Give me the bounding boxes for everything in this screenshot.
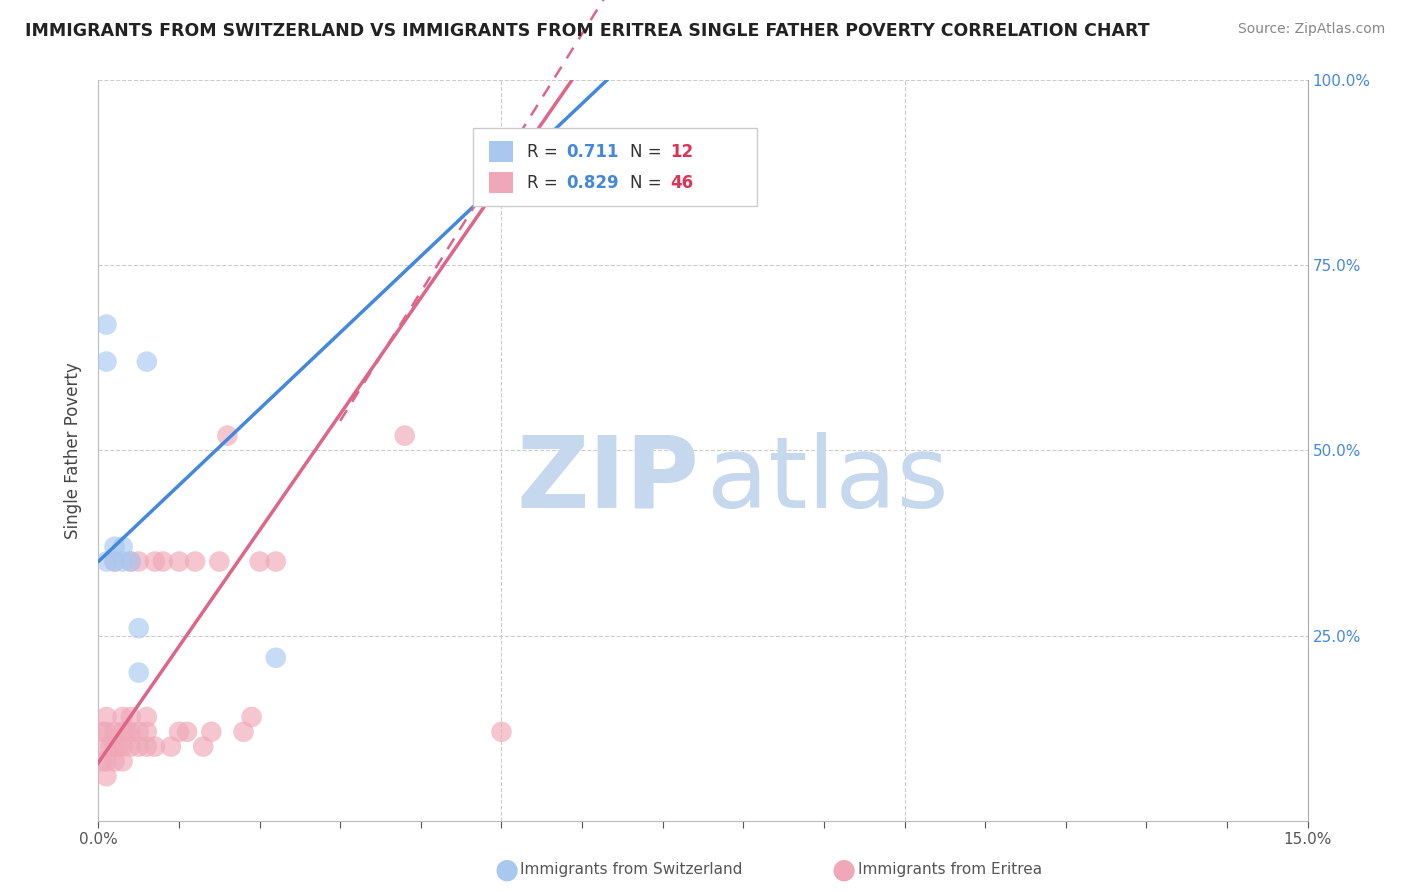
Point xyxy=(135,724,157,739)
Point xyxy=(96,769,118,783)
Point xyxy=(103,555,125,569)
Point xyxy=(100,739,122,754)
Point xyxy=(240,710,263,724)
Point xyxy=(103,555,125,569)
Point xyxy=(103,755,125,769)
Point xyxy=(120,739,142,754)
Text: 46: 46 xyxy=(669,174,693,192)
Point xyxy=(264,555,287,569)
Point xyxy=(491,724,513,739)
Point xyxy=(111,739,134,754)
Point xyxy=(184,555,207,569)
Point xyxy=(96,739,118,754)
Point xyxy=(96,354,118,368)
Point xyxy=(128,665,150,680)
Y-axis label: Single Father Poverty: Single Father Poverty xyxy=(65,362,83,539)
Point xyxy=(111,724,134,739)
Point xyxy=(217,428,239,442)
Text: ●: ● xyxy=(831,855,856,884)
Point xyxy=(107,739,129,754)
Point xyxy=(264,650,287,665)
Point xyxy=(96,724,118,739)
Point xyxy=(394,428,416,442)
Point xyxy=(103,724,125,739)
Point xyxy=(167,724,190,739)
Text: Source: ZipAtlas.com: Source: ZipAtlas.com xyxy=(1237,22,1385,37)
Point xyxy=(111,755,134,769)
Point xyxy=(176,724,198,739)
Point xyxy=(143,555,166,569)
Point xyxy=(128,739,150,754)
Text: Immigrants from Eritrea: Immigrants from Eritrea xyxy=(858,863,1042,877)
Text: 12: 12 xyxy=(669,143,693,161)
Text: N =: N = xyxy=(630,143,666,161)
Point xyxy=(160,739,183,754)
Point xyxy=(135,354,157,368)
Point xyxy=(120,555,142,569)
Text: N =: N = xyxy=(630,174,666,192)
Point xyxy=(135,710,157,724)
Point xyxy=(193,739,215,754)
Point xyxy=(111,555,134,569)
Point xyxy=(128,724,150,739)
Point xyxy=(120,710,142,724)
Point xyxy=(152,555,174,569)
Point xyxy=(91,755,114,769)
Text: Immigrants from Switzerland: Immigrants from Switzerland xyxy=(520,863,742,877)
Point xyxy=(111,540,134,554)
Point xyxy=(200,724,222,739)
Text: 0.711: 0.711 xyxy=(565,143,619,161)
Point xyxy=(120,555,142,569)
Point xyxy=(91,724,114,739)
Text: atlas: atlas xyxy=(707,432,948,529)
Text: R =: R = xyxy=(527,143,564,161)
Point xyxy=(111,710,134,724)
Point xyxy=(232,724,254,739)
Point xyxy=(103,739,125,754)
Point xyxy=(115,724,138,739)
Point xyxy=(96,710,118,724)
Point xyxy=(128,555,150,569)
FancyBboxPatch shape xyxy=(474,128,758,206)
Point xyxy=(128,621,150,635)
Text: 0.829: 0.829 xyxy=(565,174,619,192)
Point xyxy=(167,555,190,569)
Point xyxy=(120,724,142,739)
Text: ●: ● xyxy=(494,855,519,884)
Text: IMMIGRANTS FROM SWITZERLAND VS IMMIGRANTS FROM ERITREA SINGLE FATHER POVERTY COR: IMMIGRANTS FROM SWITZERLAND VS IMMIGRANT… xyxy=(25,22,1150,40)
Point xyxy=(249,555,271,569)
Point xyxy=(96,555,118,569)
Text: ZIP: ZIP xyxy=(516,432,699,529)
FancyBboxPatch shape xyxy=(489,142,513,162)
Text: R =: R = xyxy=(527,174,564,192)
Point xyxy=(96,755,118,769)
FancyBboxPatch shape xyxy=(489,172,513,193)
Point xyxy=(96,318,118,332)
Point xyxy=(143,739,166,754)
Point xyxy=(103,540,125,554)
Point xyxy=(208,555,231,569)
Point xyxy=(135,739,157,754)
